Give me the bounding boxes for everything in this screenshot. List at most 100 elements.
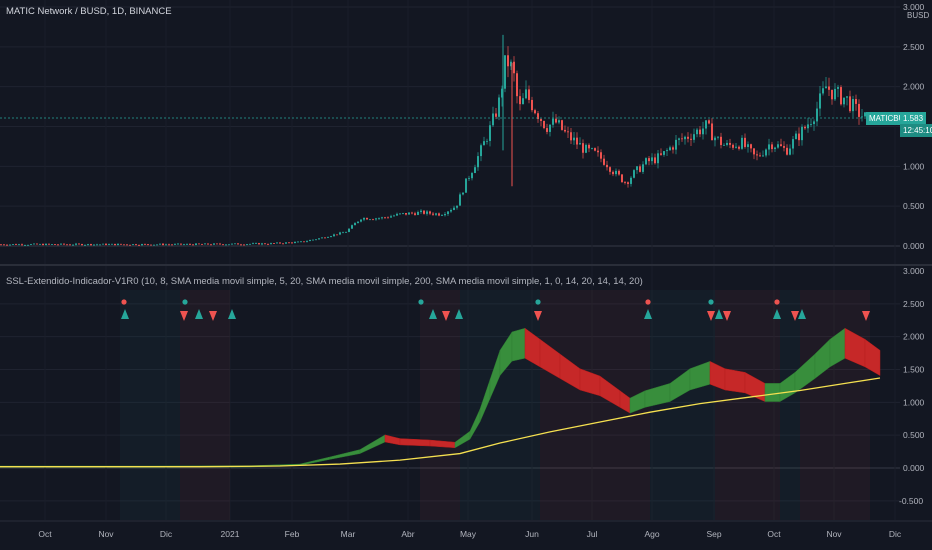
signal-up-arrow xyxy=(773,309,781,319)
candle-body xyxy=(678,138,680,140)
candle-body xyxy=(858,103,860,117)
candle-body xyxy=(717,136,719,138)
candle-body xyxy=(531,99,533,111)
candle-body xyxy=(759,155,761,157)
signal-dot xyxy=(645,299,651,305)
signal-up-arrow xyxy=(798,309,806,319)
candle-body xyxy=(627,182,629,184)
candle-body xyxy=(456,205,458,208)
candle-body xyxy=(81,244,83,246)
candle-body xyxy=(450,209,452,212)
candle-body xyxy=(159,243,161,245)
candle-body xyxy=(834,88,836,100)
candle-body xyxy=(483,141,485,146)
candle-body xyxy=(729,142,731,145)
candle-body xyxy=(648,158,650,162)
candle-body xyxy=(417,211,419,215)
candle-body xyxy=(75,243,77,245)
candle-body xyxy=(120,243,122,245)
candle-body xyxy=(558,120,560,123)
candle-body xyxy=(87,244,89,245)
candle-body xyxy=(705,120,707,129)
candle-body xyxy=(804,126,806,129)
candle-body xyxy=(666,150,668,152)
candle-body xyxy=(78,243,80,245)
candle-body xyxy=(735,146,737,148)
candle-body xyxy=(72,244,74,246)
candle-body xyxy=(681,138,683,140)
time-axis-label: Nov xyxy=(826,529,842,539)
time-axis[interactable]: Oct Nov Dic 2021 Feb Mar Abr May Jun Jul Ago Sep Oct… xyxy=(0,520,932,539)
candle-body xyxy=(315,239,317,241)
signal-down-arrow xyxy=(442,311,450,321)
candle-body xyxy=(174,243,176,245)
candle-body xyxy=(141,244,143,246)
time-axis-label: Mar xyxy=(341,529,356,539)
candle-body xyxy=(210,244,212,246)
indicator-axis-label: 1.500 xyxy=(903,365,925,375)
candle-body xyxy=(0,244,2,246)
candle-body xyxy=(243,244,245,246)
candle-body xyxy=(54,244,56,245)
ssl-band-segment xyxy=(511,327,526,362)
candle-body xyxy=(615,170,617,175)
candle-body xyxy=(354,223,356,226)
candle-body xyxy=(36,243,38,245)
candle-body xyxy=(258,243,260,245)
candle-body xyxy=(849,96,851,112)
time-axis-label: Dic xyxy=(160,529,173,539)
candle-body xyxy=(813,121,815,125)
candle-body xyxy=(414,213,416,215)
time-axis-label: Feb xyxy=(285,529,300,539)
indicator-title[interactable]: SSL-Extendido-Indicador-V1R0 (10, 8, SMA… xyxy=(6,276,643,287)
candle-body xyxy=(246,244,248,245)
signal-down-arrow xyxy=(209,311,217,321)
candle-body xyxy=(861,116,863,118)
candle-body xyxy=(330,236,332,238)
candle-body xyxy=(639,166,641,172)
candle-body xyxy=(837,87,839,89)
candle-body xyxy=(189,243,191,245)
candle-body xyxy=(603,158,605,165)
chart-title[interactable]: MATIC Network / BUSD, 1D, BINANCE xyxy=(6,6,172,17)
signal-down-arrow xyxy=(707,311,715,321)
candle-body xyxy=(399,213,401,215)
candle-body xyxy=(180,243,182,245)
signal-down-arrow xyxy=(862,311,870,321)
candle-body xyxy=(780,144,782,147)
candle-body xyxy=(438,213,440,216)
indicator-axis[interactable]: 3.000 2.500 2.000 1.500 1.000 0.500 0.000 -0.50… xyxy=(899,266,925,506)
candle-body xyxy=(441,215,443,216)
ssl-band-segment xyxy=(724,368,746,394)
candle-body xyxy=(24,245,26,246)
candle-body xyxy=(504,55,506,89)
candle-body xyxy=(231,243,233,245)
time-axis-label: Abr xyxy=(401,529,414,539)
candle-body xyxy=(15,244,17,245)
candle-body xyxy=(219,243,221,245)
ssl-band-segment xyxy=(359,434,386,454)
candle-body xyxy=(597,150,599,153)
candle-body xyxy=(252,243,254,245)
candle-body xyxy=(651,157,653,162)
candle-body xyxy=(528,89,530,100)
candle-body xyxy=(600,152,602,159)
signal-up-arrow xyxy=(121,309,129,319)
candle-body xyxy=(534,110,536,114)
candle-body xyxy=(375,218,377,220)
candle-body xyxy=(555,118,557,123)
candle-body xyxy=(234,243,236,245)
candle-body xyxy=(273,243,275,244)
ssl-signal-markers xyxy=(121,299,870,321)
candle-body xyxy=(186,243,188,245)
candle-body xyxy=(471,173,473,179)
candle-body xyxy=(657,153,659,164)
candle-body xyxy=(840,87,842,105)
candle-body xyxy=(123,244,125,246)
candle-body xyxy=(138,245,140,246)
candle-body xyxy=(204,243,206,245)
countdown-tag: 12:45:10 xyxy=(900,124,932,137)
candle-body xyxy=(702,128,704,135)
signal-up-arrow xyxy=(429,309,437,319)
